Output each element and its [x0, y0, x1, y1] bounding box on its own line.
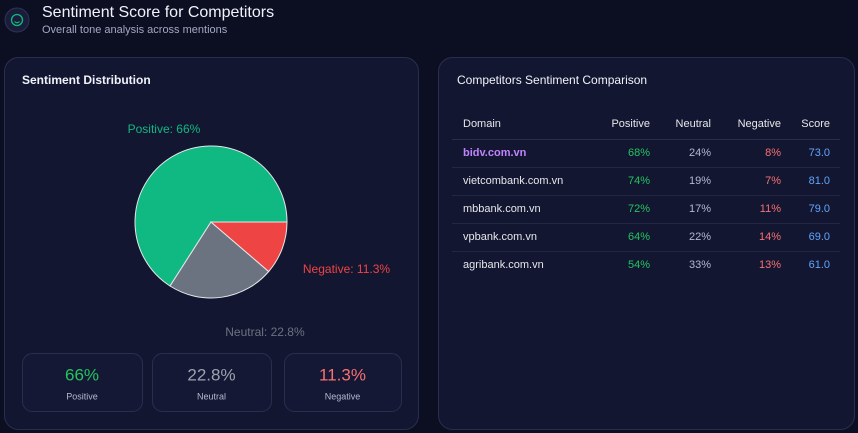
table-cell: 79.0	[809, 203, 830, 215]
slice-label: Neutral: 22.8%	[225, 325, 305, 339]
domain-cell: vietcombank.com.vn	[463, 175, 563, 187]
slice-label: Negative: 11.3%	[303, 262, 390, 276]
table-cell: 8%	[765, 147, 781, 159]
card-label: Neutral	[197, 391, 226, 401]
domain-cell: mbbank.com.vn	[463, 203, 541, 215]
card-value: 22.8%	[187, 365, 235, 384]
table-header: Positive	[611, 118, 650, 130]
panel-title: Competitors Sentiment Comparison	[457, 73, 647, 87]
table-cell: 64%	[628, 231, 650, 243]
page-subtitle: Overall tone analysis across mentions	[42, 24, 228, 36]
pie-slice	[134, 145, 288, 287]
table-cell: 54%	[628, 259, 650, 271]
table-cell: 72%	[628, 203, 650, 215]
table-header: Domain	[463, 118, 501, 130]
table-cell: 81.0	[809, 175, 830, 187]
table-cell: 74%	[628, 175, 650, 187]
summary-card	[284, 353, 402, 412]
table-cell: 14%	[759, 231, 781, 243]
header-icon	[4, 7, 30, 33]
table-panel	[438, 57, 855, 430]
table-cell: 69.0	[809, 231, 830, 243]
table-cell: 73.0	[809, 147, 830, 159]
table-header: Negative	[738, 118, 781, 130]
table-header: Score	[801, 118, 830, 130]
table-cell: 33%	[689, 259, 711, 271]
smile-mouth	[14, 21, 20, 24]
domain-cell: bidv.com.vn	[463, 147, 527, 159]
card-label: Positive	[66, 391, 98, 401]
panel-title: Sentiment Distribution	[22, 73, 151, 87]
table-cell: 13%	[759, 259, 781, 271]
table-cell: 17%	[689, 203, 711, 215]
table-header: Neutral	[676, 118, 711, 130]
table-cell: 68%	[628, 147, 650, 159]
pie-slice	[169, 221, 270, 299]
pie-slice	[209, 221, 288, 273]
table-cell: 22%	[689, 231, 711, 243]
domain-cell: agribank.com.vn	[463, 259, 544, 271]
card-value: 66%	[65, 365, 99, 384]
table-cell: 61.0	[809, 259, 830, 271]
smile-icon	[10, 13, 24, 27]
slice-label: Positive: 66%	[128, 122, 201, 136]
table-cell: 7%	[765, 175, 781, 187]
table-cell: 11%	[760, 203, 781, 215]
table-cell: 19%	[689, 175, 711, 187]
table-cell: 24%	[689, 147, 711, 159]
summary-card	[152, 353, 272, 412]
summary-card	[22, 353, 143, 412]
domain-cell: vpbank.com.vn	[463, 231, 537, 243]
card-value: 11.3%	[319, 365, 366, 384]
card-label: Negative	[325, 391, 361, 401]
page-title: Sentiment Score for Competitors	[42, 4, 274, 21]
